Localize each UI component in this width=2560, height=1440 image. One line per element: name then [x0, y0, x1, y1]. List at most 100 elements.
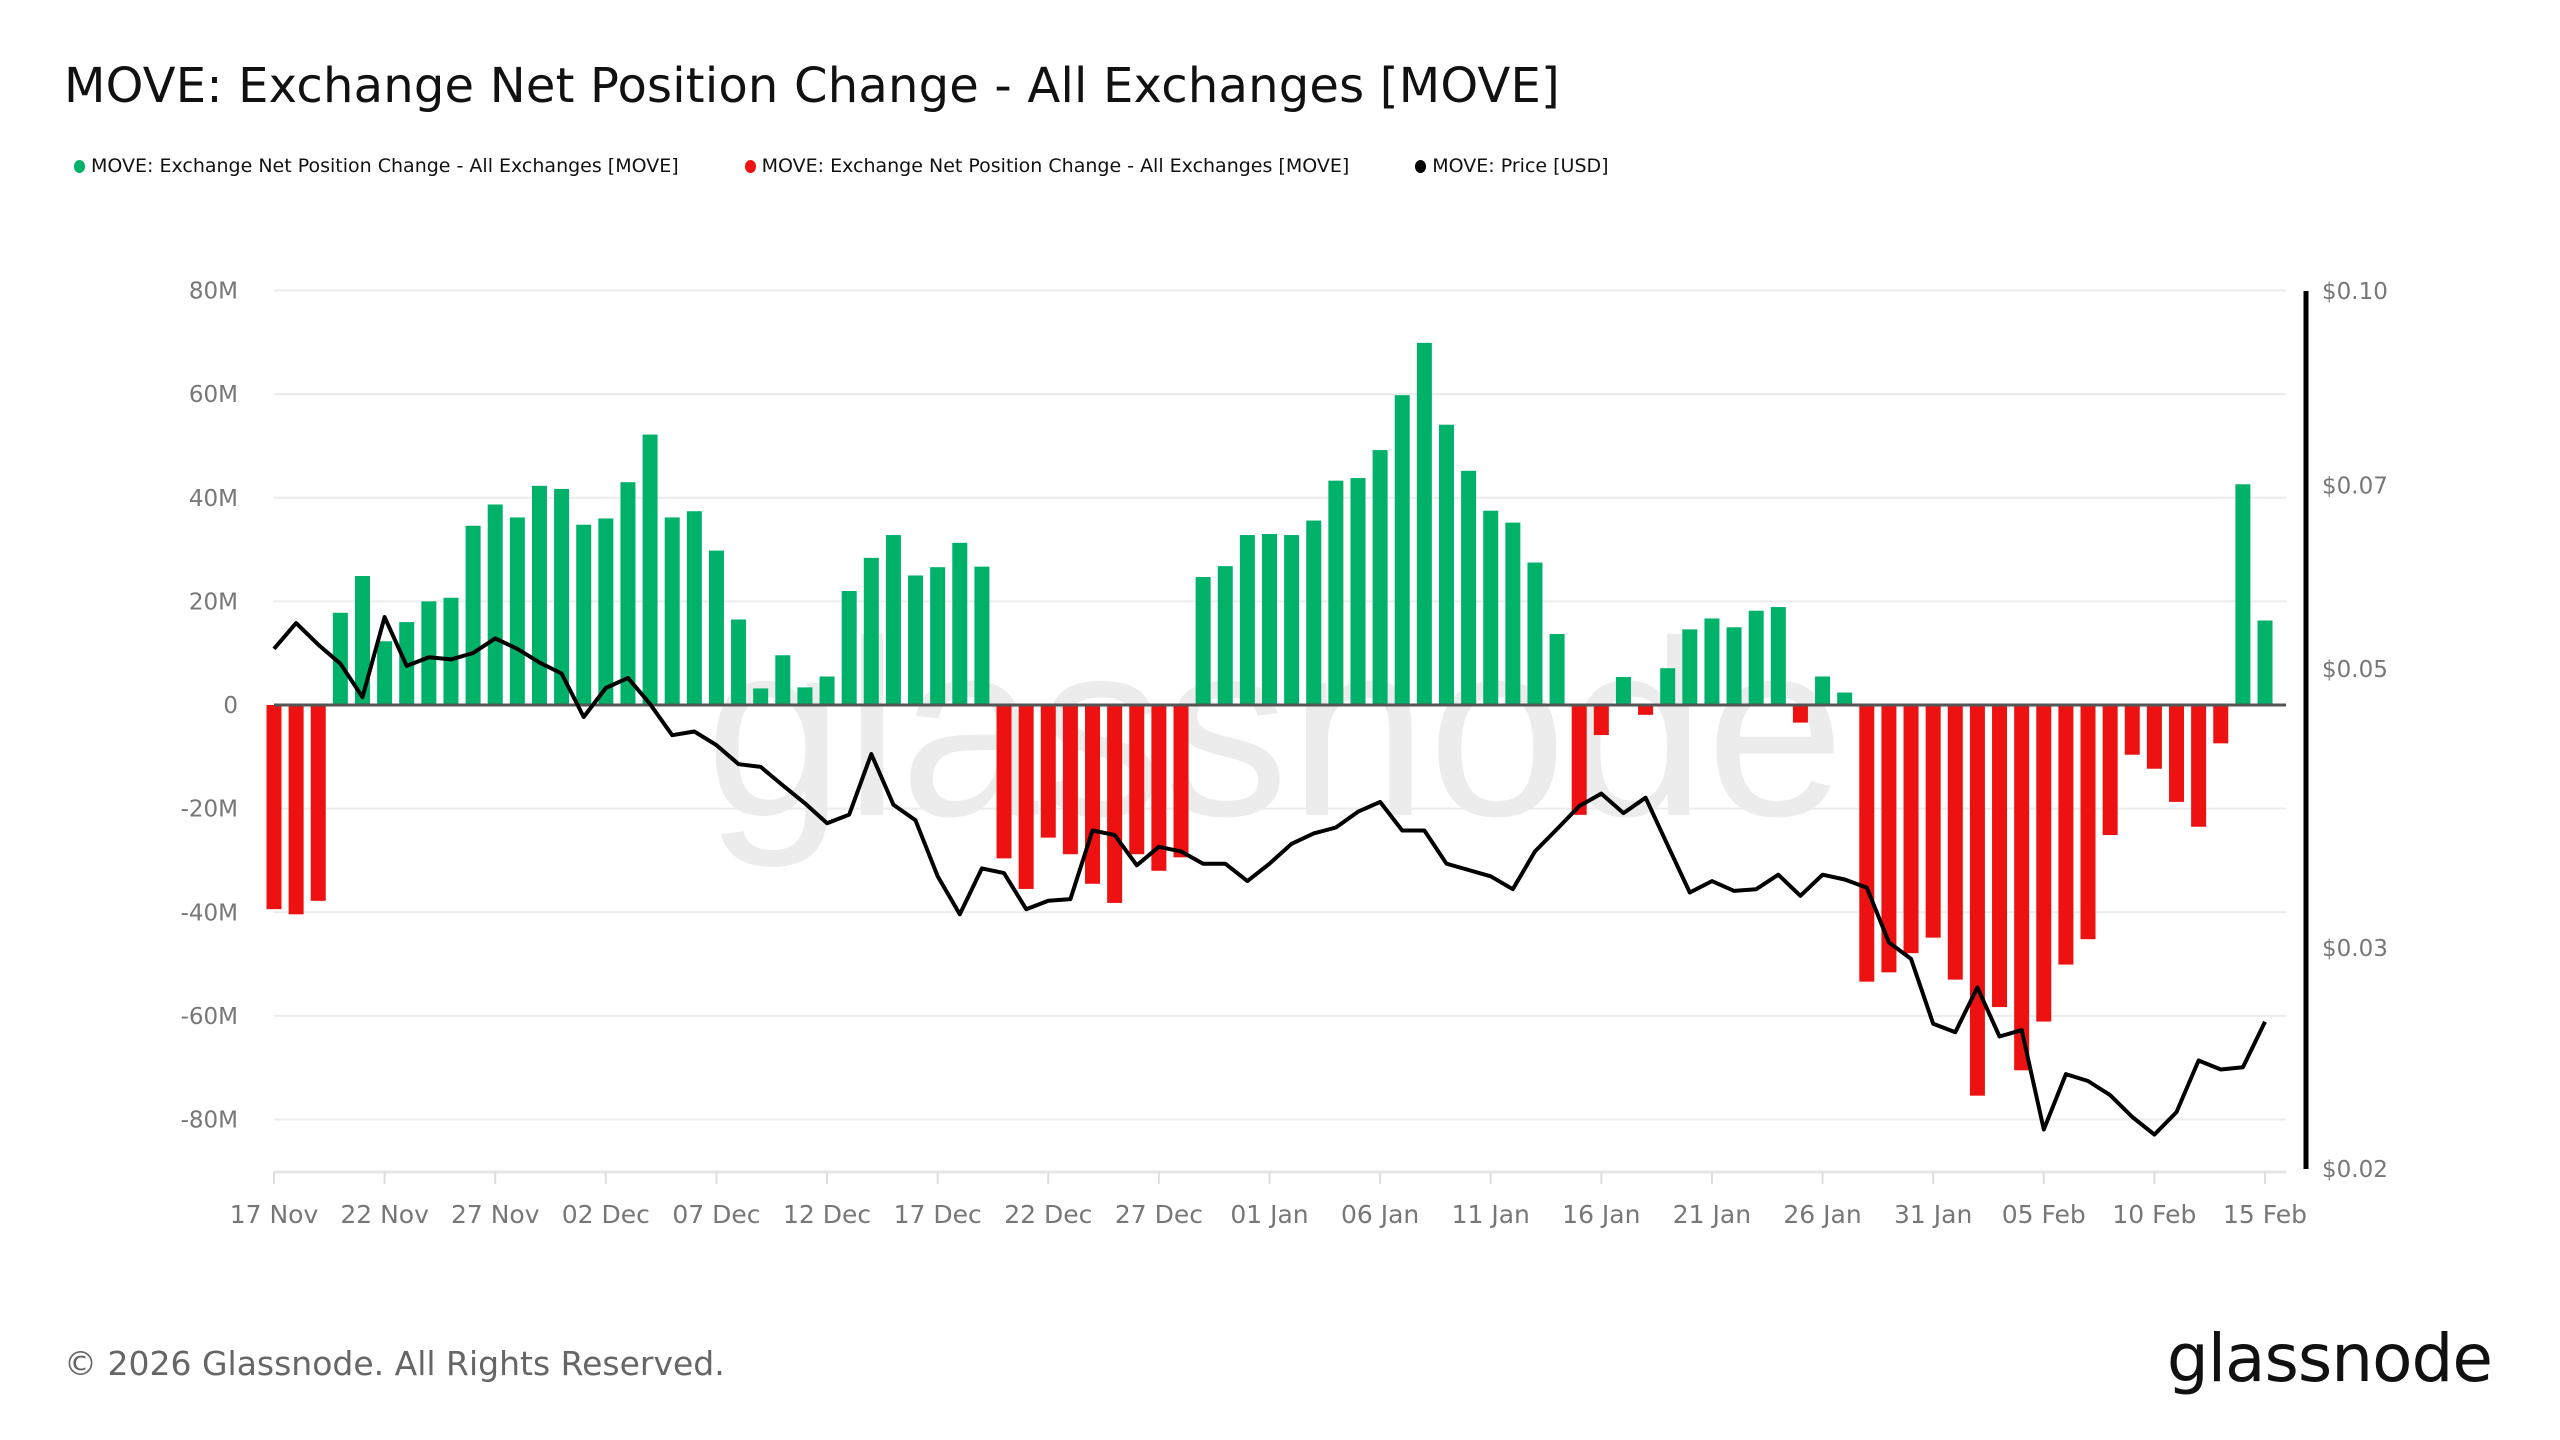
bar-positive — [908, 575, 924, 705]
bar-negative — [2014, 705, 2030, 1071]
gridlines — [274, 289, 2286, 1121]
bar-positive — [554, 488, 570, 705]
bar-negative — [1792, 705, 1808, 723]
bar-positive — [598, 518, 614, 705]
bar-positive — [1815, 676, 1831, 705]
bar-positive — [930, 567, 946, 705]
bar-negative — [1107, 705, 1123, 903]
x-tick-label: 17 Dec — [894, 1200, 982, 1229]
bar-negative — [996, 705, 1012, 859]
legend-label: MOVE: Price [USD] — [1432, 155, 1609, 177]
bar-positive — [1483, 510, 1499, 705]
bar-positive — [1527, 562, 1543, 705]
y-left-tick-label: -20M — [181, 797, 238, 823]
bar-positive — [1615, 677, 1631, 705]
bar-positive — [797, 687, 813, 705]
bar-positive — [1372, 450, 1388, 705]
legend-item-inflow-positive[interactable]: MOVE: Exchange Net Position Change - All… — [74, 155, 679, 177]
axes: 80M 60M 40M 20M 0 -20M -40M -60M -80M 17 Nov 22 No… — [181, 279, 2388, 1230]
bar-negative — [288, 705, 304, 915]
y-left-tick-label: 0 — [223, 693, 238, 719]
y-left-tick-label: 60M — [189, 382, 238, 408]
x-tick-label: 15 Feb — [2223, 1200, 2307, 1229]
y-left-tick-label: -80M — [181, 1108, 238, 1134]
bar-negative — [1129, 705, 1145, 855]
bar-positive — [1704, 618, 1720, 705]
bar-negative — [1638, 705, 1654, 715]
bar-positive — [509, 517, 525, 705]
bar-negative — [1881, 705, 1897, 973]
bar-positive — [332, 612, 348, 705]
bar-negative — [1992, 705, 2008, 1008]
bar-positive — [885, 535, 901, 705]
bar-negative — [2036, 705, 2052, 1022]
legend: MOVE: Exchange Net Position Change - All… — [74, 155, 1675, 177]
bar-positive — [753, 688, 769, 705]
bar-positive — [576, 524, 592, 705]
x-tick-label: 26 Jan — [1783, 1200, 1861, 1229]
x-tick-label: 01 Jan — [1230, 1200, 1308, 1229]
x-tick-label: 17 Nov — [230, 1200, 319, 1229]
bar-negative — [1903, 705, 1919, 954]
legend-label: MOVE: Exchange Net Position Change - All… — [91, 155, 679, 177]
bar-positive — [620, 482, 636, 705]
red-dot-icon — [744, 159, 756, 173]
y-left-tick-label: -40M — [181, 900, 238, 926]
bar-positive — [664, 517, 680, 705]
y-left-tick-label: 80M — [189, 279, 238, 305]
bar-positive — [1748, 610, 1764, 705]
y-right-tick-label: $0.02 — [2322, 1157, 2388, 1183]
bar-positive — [1416, 342, 1432, 705]
bar-negative — [2080, 705, 2096, 940]
bar-negative — [1925, 705, 1941, 938]
bar-negative — [2213, 705, 2229, 744]
bar-negative — [1969, 705, 1985, 1096]
x-tick-label: 10 Feb — [2112, 1200, 2196, 1229]
legend-item-price[interactable]: MOVE: Price [USD] — [1415, 155, 1609, 177]
bar-negative — [2169, 705, 2185, 802]
x-tick-label: 16 Jan — [1562, 1200, 1640, 1229]
bar-positive — [421, 601, 437, 705]
glassnode-logo: glassnode — [2166, 1320, 2493, 1397]
bar-positive — [2235, 484, 2251, 705]
bar-positive — [1217, 566, 1233, 705]
bar-negative — [2058, 705, 2074, 965]
bar-negative — [1151, 705, 1167, 871]
bar-negative — [1173, 705, 1189, 858]
y-right-tick-label: $0.03 — [2322, 936, 2388, 962]
bar-negative — [2146, 705, 2162, 769]
bar-positive — [1350, 478, 1366, 705]
bar-negative — [1859, 705, 1875, 982]
y-right-tick-label: $0.07 — [2322, 474, 2388, 500]
bar-positive — [465, 525, 481, 705]
bar-negative — [1593, 705, 1609, 736]
bar-positive — [1195, 577, 1211, 705]
x-tick-label: 11 Jan — [1452, 1200, 1530, 1229]
bar-positive — [863, 557, 879, 705]
bar-positive — [686, 511, 702, 705]
bar-positive — [1394, 395, 1410, 705]
bar-positive — [1306, 520, 1322, 705]
x-tick-label: 12 Dec — [783, 1200, 871, 1229]
bar-negative — [2124, 705, 2140, 755]
bar-positive — [1726, 627, 1742, 705]
bar-positive — [1328, 480, 1344, 705]
bar-negative — [1062, 705, 1078, 855]
x-tick-label: 27 Nov — [451, 1200, 540, 1229]
bar-positive — [1505, 522, 1521, 705]
bar-positive — [1549, 634, 1565, 705]
bar-positive — [841, 591, 857, 705]
bar-positive — [1682, 629, 1698, 705]
bar-positive — [531, 485, 547, 705]
bar-positive — [1262, 534, 1277, 705]
chart-title: MOVE: Exchange Net Position Change - All… — [64, 58, 1560, 114]
x-tick-label: 06 Jan — [1341, 1200, 1419, 1229]
y-right-tick-label: $0.10 — [2322, 279, 2388, 305]
legend-item-outflow-negative[interactable]: MOVE: Exchange Net Position Change - All… — [744, 155, 1349, 177]
x-tick-label: 22 Nov — [340, 1200, 429, 1229]
green-dot-icon — [74, 159, 85, 173]
bar-positive — [775, 655, 791, 705]
bar-positive — [1438, 424, 1454, 705]
bar-negative — [2191, 705, 2207, 827]
